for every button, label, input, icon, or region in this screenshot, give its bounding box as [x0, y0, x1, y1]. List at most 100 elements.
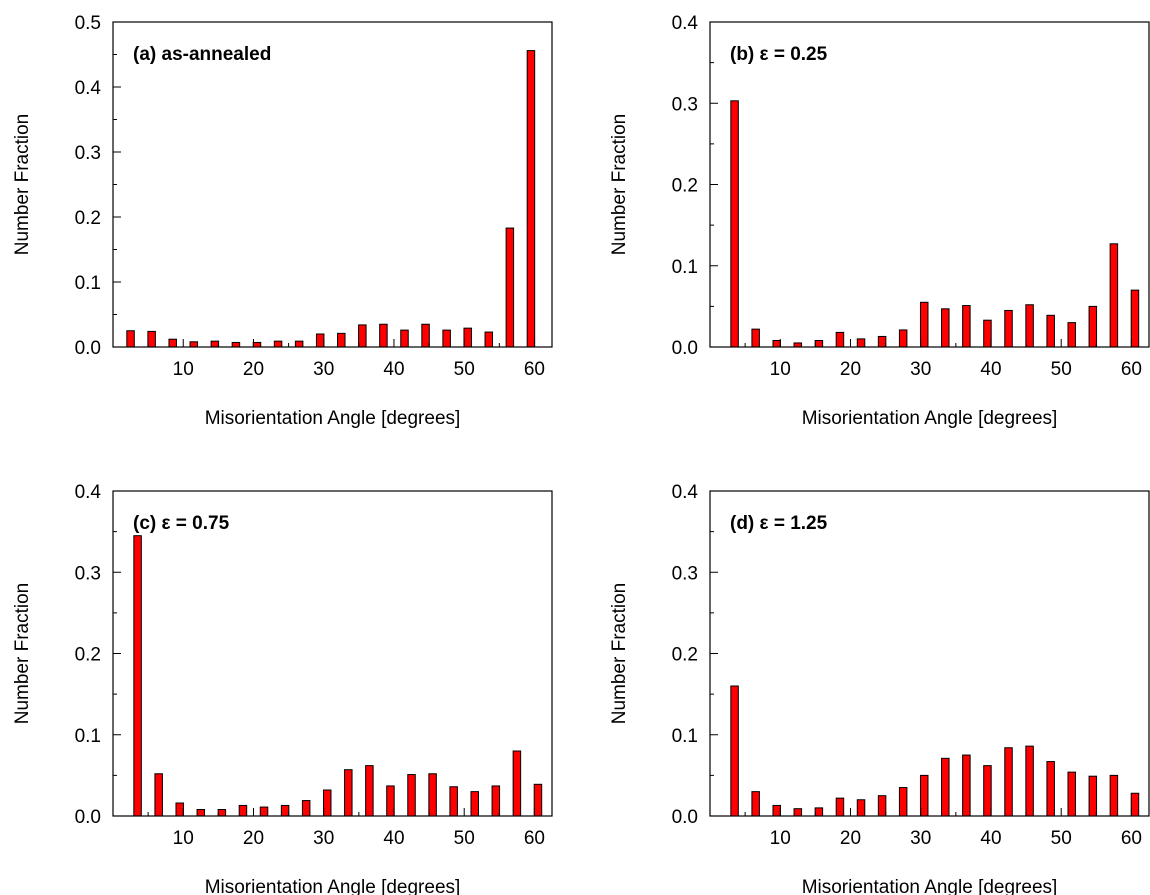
bar [1088, 775, 1098, 817]
x-axis-label: Misorientation Angle [degrees] [205, 877, 461, 895]
bar [512, 750, 522, 817]
y-tick-label: 0.2 [672, 176, 698, 197]
bar [386, 785, 395, 817]
x-tick-label: 50 [454, 359, 475, 380]
bar [273, 340, 283, 348]
bar [877, 795, 887, 817]
bar [1109, 243, 1119, 348]
y-tick-label: 0.3 [672, 563, 698, 584]
bar [238, 804, 248, 817]
bar [772, 804, 781, 817]
bar [856, 799, 866, 817]
bar [1025, 745, 1034, 817]
bar [442, 329, 451, 348]
bar [1004, 309, 1013, 348]
bar [344, 769, 353, 817]
bar [730, 100, 739, 348]
bar [217, 809, 227, 817]
x-tick-label: 40 [980, 828, 1001, 849]
x-axis-label: Misorientation Angle [degrees] [802, 877, 1058, 895]
y-axis-label: Number Fraction [12, 114, 33, 256]
x-tick-label: 60 [524, 359, 545, 380]
plot-frame [112, 490, 553, 817]
x-tick-label: 30 [313, 359, 334, 380]
x-tick-label: 40 [383, 828, 404, 849]
chart-panel-0: 0.0 0.1 0.2 0.3 0.4 0.5 10 20 30 40 50 60 Misorienta… [12, 13, 553, 429]
x-axis-label: Misorientation Angle [degrees] [205, 408, 461, 429]
bar [126, 330, 135, 348]
y-tick-label: 0.3 [75, 563, 101, 584]
bar [259, 806, 269, 817]
bar [491, 785, 501, 817]
bar [463, 327, 472, 348]
bar [772, 340, 781, 348]
panel-label: (d) ε = 1.25 [730, 513, 828, 534]
y-tick-label: 0.4 [672, 13, 699, 34]
bar [898, 329, 908, 348]
bar [168, 338, 177, 348]
x-tick-label: 20 [243, 828, 264, 849]
bar [421, 323, 430, 348]
y-tick-label: 0.2 [75, 208, 101, 229]
y-axis-label: Number Fraction [12, 583, 33, 725]
y-tick-label: 0.2 [75, 645, 101, 666]
bar [856, 338, 866, 348]
bar [919, 774, 929, 817]
y-axis-label: Number Fraction [609, 114, 630, 256]
x-tick-label: 40 [383, 359, 404, 380]
bar [252, 341, 262, 348]
y-tick-label: 0.4 [672, 482, 699, 503]
bar [1067, 322, 1076, 348]
y-tick-label: 0.0 [672, 807, 698, 828]
bar [133, 535, 142, 817]
bar [730, 685, 739, 817]
x-tick-label: 50 [454, 828, 475, 849]
y-tick-label: 0.1 [672, 257, 698, 278]
bar [505, 227, 515, 348]
bar [337, 332, 346, 348]
bar [294, 340, 304, 348]
bar [814, 340, 824, 348]
chart-panel-1: 0.0 0.1 0.2 0.3 0.4 10 20 30 40 50 60 Misorientatio… [609, 13, 1150, 429]
y-tick-label: 0.1 [75, 273, 101, 294]
bar [400, 329, 409, 348]
bar [365, 765, 374, 817]
y-tick-label: 0.1 [672, 726, 698, 747]
y-tick-label: 0.5 [75, 13, 101, 34]
bar [210, 340, 220, 348]
bar [1109, 774, 1119, 817]
y-tick-label: 0.0 [672, 338, 698, 359]
bar [793, 808, 803, 817]
bar [814, 807, 824, 817]
bar [379, 323, 388, 348]
x-tick-label: 30 [910, 828, 931, 849]
bar [1046, 314, 1055, 348]
bar [407, 774, 416, 817]
x-tick-label: 10 [173, 828, 194, 849]
y-tick-label: 0.2 [672, 645, 698, 666]
bar [533, 783, 543, 817]
bar [154, 773, 163, 817]
bar [835, 331, 845, 348]
panel-label: (c) ε = 0.75 [133, 513, 230, 534]
x-tick-label: 60 [524, 828, 545, 849]
bar [147, 330, 156, 348]
x-tick-label: 60 [1121, 828, 1142, 849]
y-tick-label: 0.3 [75, 143, 101, 164]
bar [315, 333, 325, 348]
bar [1025, 304, 1034, 348]
x-tick-label: 20 [243, 359, 264, 380]
x-tick-label: 10 [770, 828, 791, 849]
y-tick-label: 0.0 [75, 807, 101, 828]
bar [1067, 771, 1076, 817]
y-tick-label: 0.4 [75, 482, 102, 503]
x-tick-label: 10 [770, 359, 791, 380]
bar [983, 319, 992, 348]
y-axis-label: Number Fraction [609, 583, 630, 725]
bar [962, 754, 971, 817]
x-tick-label: 20 [840, 828, 861, 849]
plot-frame [709, 21, 1150, 348]
x-tick-label: 60 [1121, 359, 1142, 380]
bar [1004, 747, 1013, 817]
